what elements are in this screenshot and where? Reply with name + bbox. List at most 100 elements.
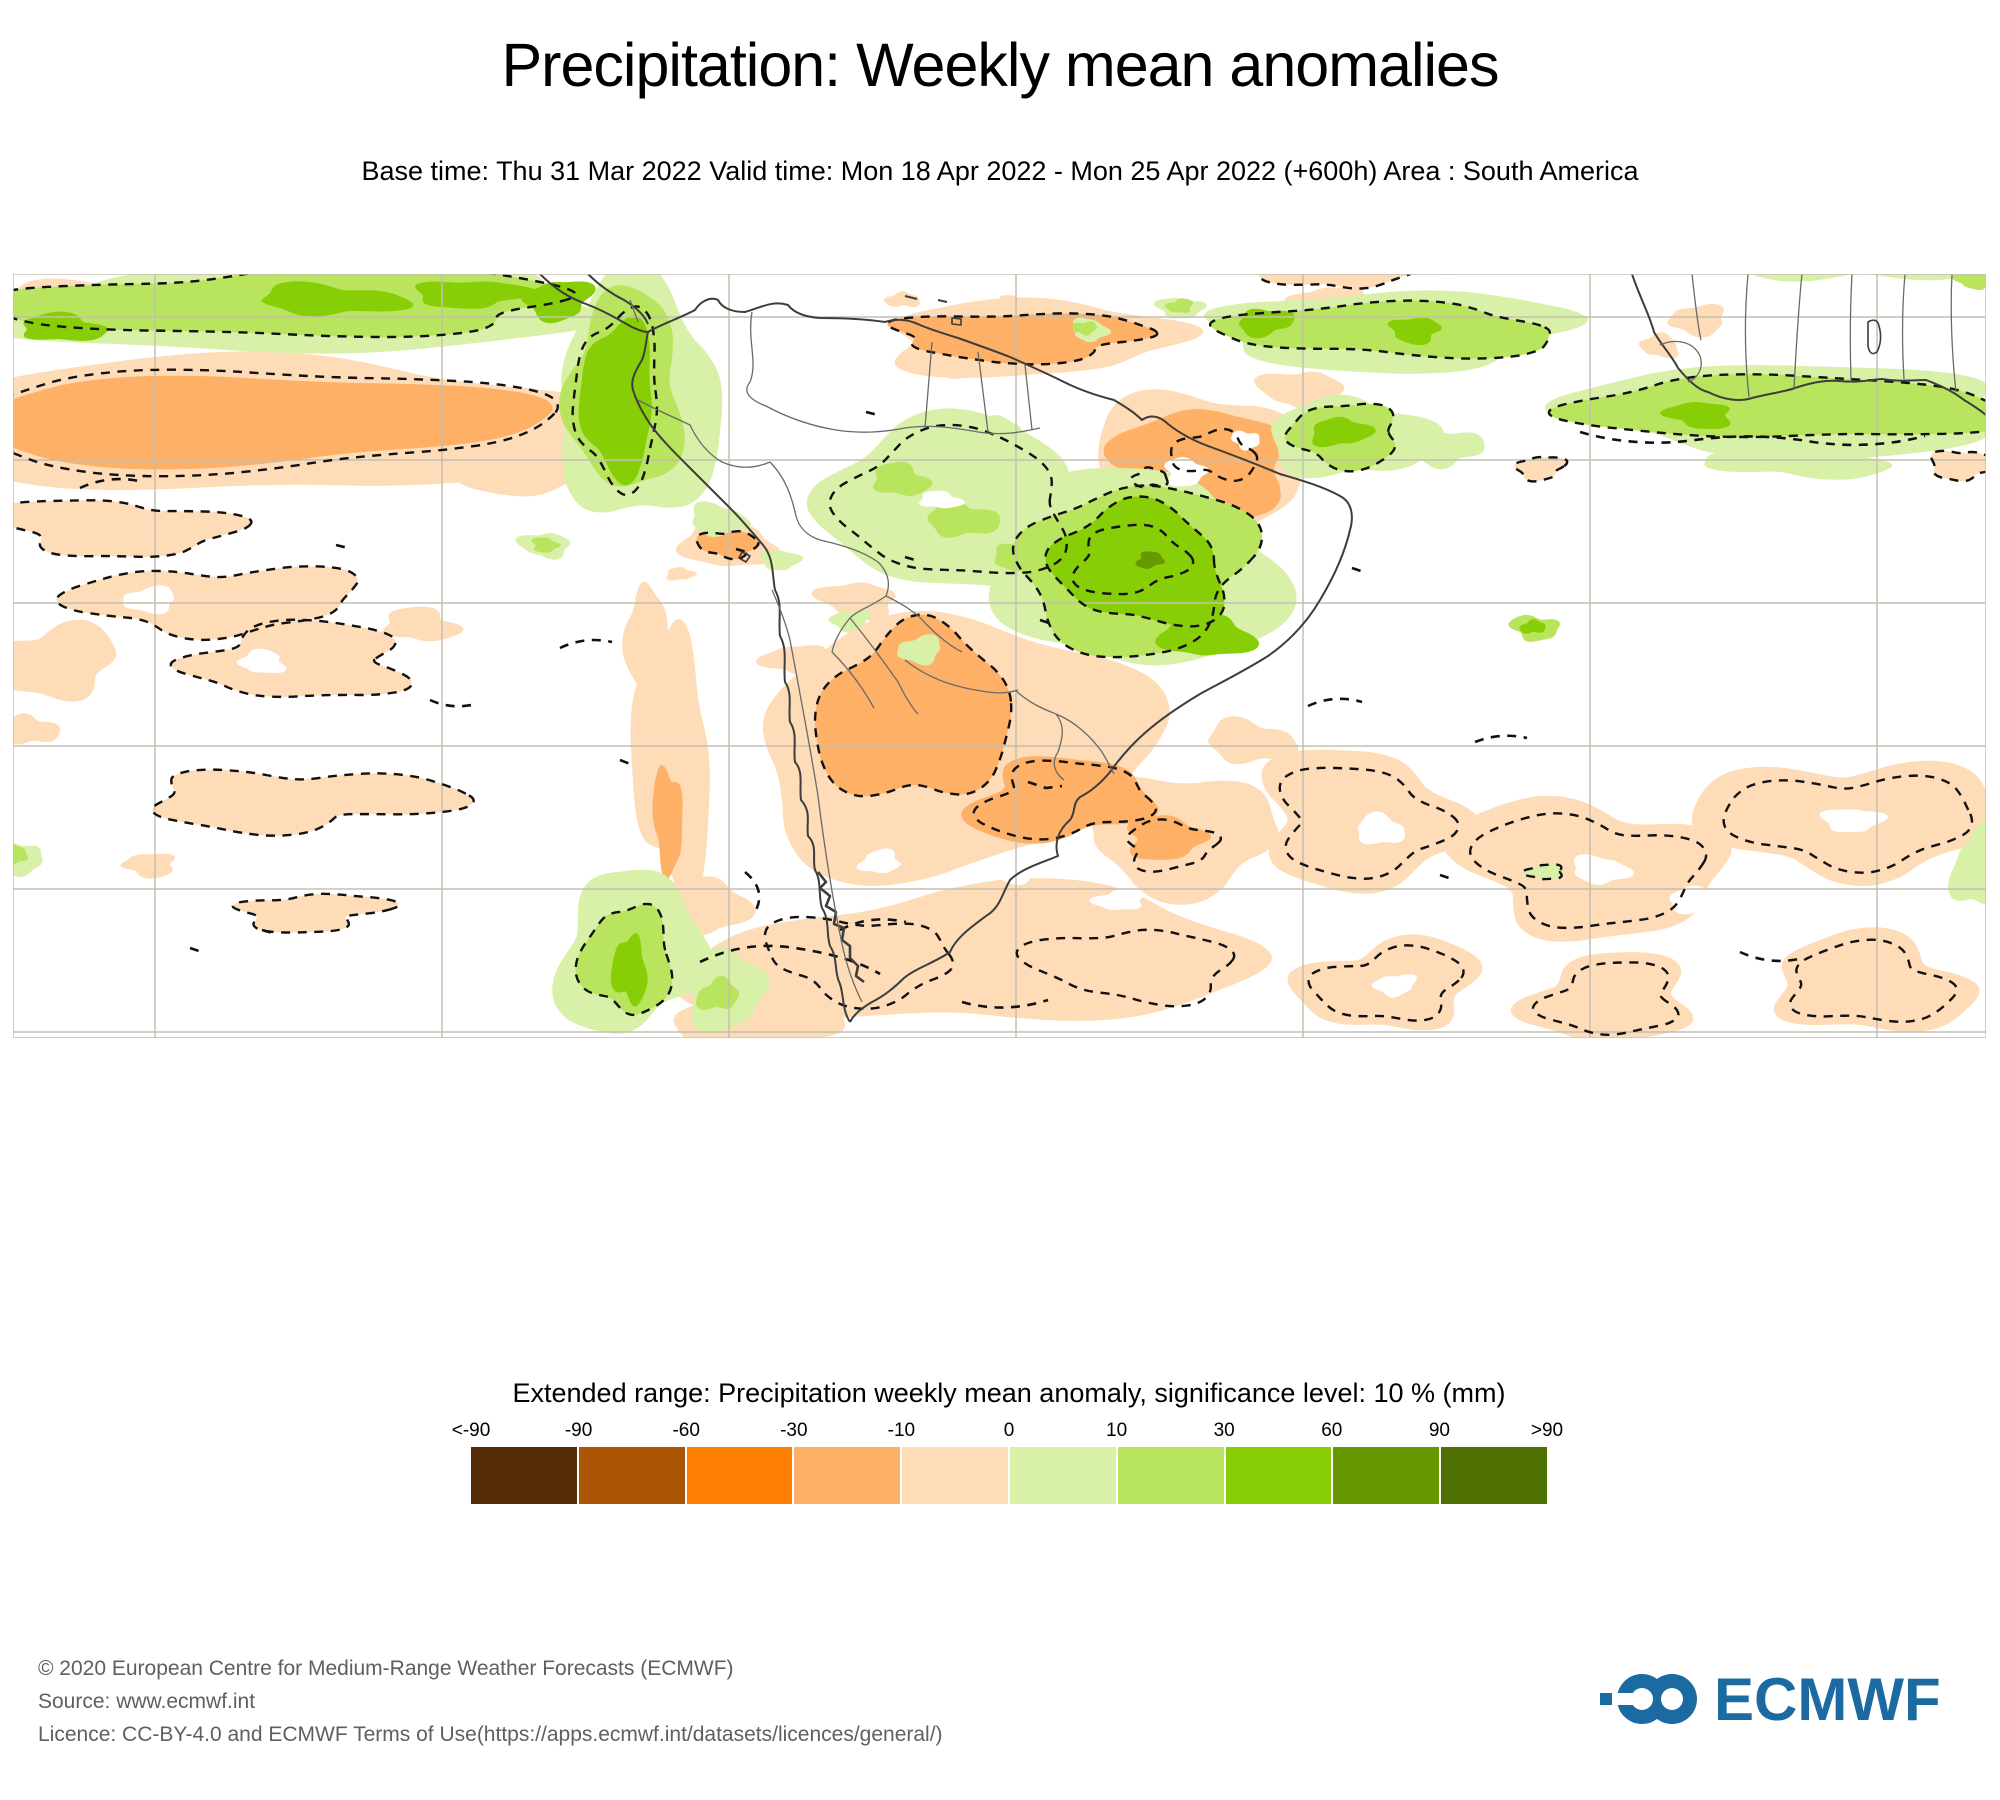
legend-color-segment	[1441, 1447, 1547, 1504]
country-border	[789, 639, 863, 1003]
legend-tick-label: 60	[1321, 1420, 1343, 1441]
map-anomaly-patch	[927, 500, 1001, 538]
map-anomaly-patch	[828, 609, 871, 633]
significance-contour	[1283, 402, 1397, 473]
map-anomaly-patch	[1072, 321, 1097, 336]
significance-contour	[735, 547, 751, 555]
map-anomaly-patch	[415, 281, 538, 309]
map-anomaly-patch	[1135, 551, 1166, 569]
significance-contour	[169, 618, 414, 699]
country-border	[1950, 274, 1957, 393]
country-border	[1659, 340, 1702, 383]
coastline	[1867, 319, 1882, 355]
map-clear-patch	[236, 648, 287, 674]
map-anomaly-patch	[1519, 619, 1546, 634]
map-anomaly-patch	[13, 619, 117, 702]
significance-contour	[1278, 766, 1460, 880]
map-anomaly-patch	[815, 614, 1012, 797]
significance-contour	[1011, 484, 1264, 659]
significance-contour	[886, 312, 1159, 366]
significance-contour	[839, 918, 907, 932]
significance-contour	[261, 928, 277, 936]
map-anomaly-patch	[897, 634, 941, 666]
significance-contour	[571, 305, 659, 497]
legend-color-segment	[578, 1447, 685, 1504]
significance-contour	[1722, 774, 1974, 874]
significance-contour	[335, 543, 349, 550]
legend-color-segment	[794, 1447, 901, 1504]
map-canvas	[12, 273, 1987, 1039]
legend-color-segment	[471, 1447, 577, 1504]
significance-contour	[189, 946, 203, 954]
country-border	[637, 399, 771, 468]
map-anomaly-patch	[1951, 274, 1986, 291]
significance-contour	[1512, 455, 1569, 483]
country-border	[1691, 274, 1702, 341]
map-anomaly-patch	[1126, 815, 1212, 860]
legend-tick-label: -90	[564, 1420, 593, 1441]
coastline	[904, 295, 918, 300]
significance-contour	[1474, 734, 1528, 744]
legend-tick-labels: <-90 -90 -60 -30 -10 0 10 30 60 90 >90	[452, 1420, 1563, 1442]
map-anomaly-patch	[1667, 303, 1724, 338]
country-border	[849, 617, 919, 715]
significance-contour	[1039, 618, 1053, 626]
legend-tick-label: <-90	[451, 1420, 491, 1441]
country-border	[1024, 364, 1033, 431]
significance-contour	[813, 613, 1013, 798]
map-anomaly-patch	[1164, 298, 1194, 313]
significance-contour	[865, 410, 879, 417]
map-anomaly-patch	[232, 893, 399, 933]
map-anomaly-patch	[1155, 610, 1260, 656]
significance-contour	[1788, 938, 1958, 1023]
legend-color-segment	[1333, 1447, 1440, 1504]
map-anomaly-patch	[1239, 308, 1295, 339]
map-anomaly-patch	[578, 315, 652, 486]
footer-source: Source: www.ecmwf.int	[38, 1690, 256, 1713]
map-anomaly-patch	[622, 581, 673, 687]
map-anomaly-patch	[1749, 274, 1967, 282]
significance-contour	[79, 477, 145, 490]
legend-color-segment	[1117, 1447, 1224, 1504]
coastline	[587, 274, 649, 325]
map-anomaly-patch	[675, 878, 1272, 1022]
significance-contour	[1208, 299, 1552, 360]
legend-title: Extended range: Precipitation weekly mea…	[512, 1378, 1506, 1408]
significance-contour	[1307, 697, 1363, 708]
page-subtitle: Base time: Thu 31 Mar 2022 Valid time: M…	[361, 156, 1639, 186]
map-anomaly-patch	[521, 281, 596, 324]
ecmwf-logo-icon	[1600, 1674, 1697, 1724]
significance-contour	[1531, 961, 1680, 1037]
significance-contour	[13, 274, 577, 339]
country-border	[769, 461, 821, 541]
legend-colorbar	[471, 1447, 1547, 1504]
country-border	[1901, 274, 1906, 380]
map-clear-patch	[1574, 854, 1635, 885]
significance-contour	[1439, 873, 1453, 881]
coastline	[631, 331, 851, 1023]
map-anomaly-patch	[152, 769, 474, 836]
country-border	[746, 311, 1041, 435]
map-anomaly-patch	[1514, 457, 1568, 482]
significance-contour	[828, 423, 1068, 575]
legend-color-segment	[1009, 1447, 1116, 1504]
country-border	[1744, 274, 1750, 398]
map-anomaly-patch	[1312, 416, 1376, 448]
significance-contour	[1930, 449, 1986, 483]
country-border	[1793, 274, 1803, 389]
map-anomaly-patch	[978, 415, 1023, 447]
significance-contour-layer	[13, 274, 1986, 1037]
coastline	[951, 317, 962, 326]
map-anomaly-patch	[1660, 401, 1731, 430]
map-anomaly-patch	[1948, 821, 1986, 904]
significance-contour	[972, 759, 1158, 841]
map-clear-patch	[976, 856, 1042, 886]
map-clear-patch	[856, 848, 901, 874]
significance-contour	[55, 565, 359, 642]
map-anomaly-patch	[261, 281, 414, 317]
legend-tick-label: 30	[1213, 1420, 1235, 1441]
significance-contour	[763, 915, 955, 1010]
country-border	[1055, 713, 1115, 775]
legend-tick-label: >90	[1530, 1420, 1564, 1441]
coastline	[937, 299, 948, 303]
